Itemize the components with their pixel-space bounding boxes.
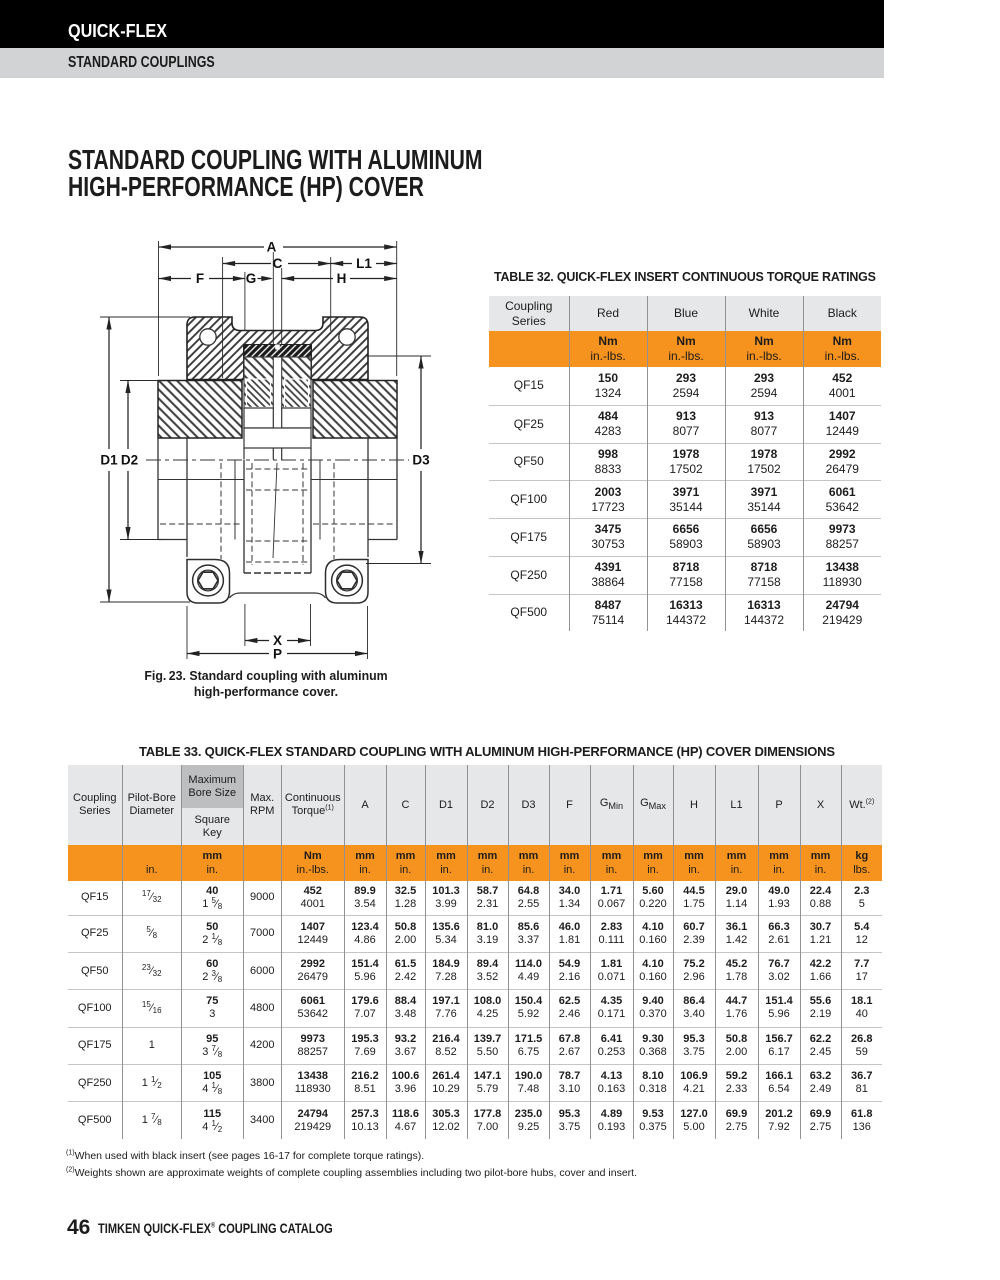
svg-text:D3: D3: [412, 453, 430, 468]
svg-text:L1: L1: [356, 256, 372, 271]
svg-text:C: C: [273, 256, 283, 271]
svg-text:D2: D2: [121, 453, 138, 468]
svg-text:F: F: [196, 271, 204, 286]
svg-text:A: A: [267, 240, 277, 255]
svg-text:D1: D1: [100, 453, 118, 468]
svg-text:X: X: [273, 633, 282, 648]
svg-text:G: G: [246, 271, 257, 286]
svg-text:H: H: [337, 271, 347, 286]
svg-text:P: P: [273, 647, 282, 662]
